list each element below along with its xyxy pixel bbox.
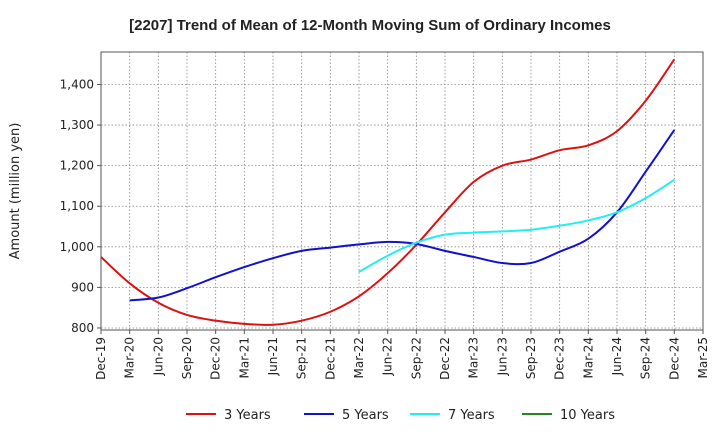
y-tick-label: 1,100 — [60, 199, 94, 213]
axes — [100, 51, 704, 331]
x-tick-label: Sep-23 — [524, 337, 538, 379]
x-tick-label: Sep-24 — [639, 337, 653, 379]
legend-label: 3 Years — [224, 408, 271, 423]
series-lines — [100, 58, 676, 326]
y-tick-label: 1,000 — [60, 240, 94, 254]
x-tick-label: Jun-21 — [266, 337, 280, 376]
x-tick-label: Jun-23 — [495, 337, 509, 376]
y-tick-labels: 800 900 1,000 1,100 1,200 1,300 1,400 — [60, 77, 101, 335]
x-tick-labels: Dec-19 Mar-20 Jun-20 Sep-20 Dec-20 Mar-21 Jun-… — [94, 330, 710, 380]
x-tick-label: Mar-21 — [237, 337, 251, 378]
plot-background — [101, 52, 703, 330]
plot-area — [101, 52, 703, 330]
x-tick-label: Mar-25 — [696, 337, 710, 378]
legend: 3 Years 5 Years 7 Years 10 Years — [186, 408, 615, 423]
x-tick-label: Jun-24 — [610, 337, 624, 376]
chart-title: [2207] Trend of Mean of 12-Month Moving … — [129, 17, 611, 34]
x-tick-label: Jun-20 — [151, 337, 165, 376]
legend-label: 10 Years — [560, 408, 615, 423]
y-axis-label: Amount (million yen) — [8, 123, 23, 260]
x-tick-label: Dec-20 — [209, 337, 223, 380]
x-tick-label: Sep-20 — [180, 337, 194, 379]
x-tick-label: Mar-20 — [123, 337, 137, 378]
series-line-3-years — [100, 58, 676, 326]
x-tick-label: Sep-22 — [409, 337, 423, 379]
x-tick-label: Mar-22 — [352, 337, 366, 378]
y-tick-label: 1,400 — [60, 77, 94, 91]
x-tick-label: Dec-21 — [323, 337, 337, 380]
y-tick-label: 1,300 — [60, 118, 94, 132]
legend-label: 7 Years — [448, 408, 495, 423]
x-tick-label: Mar-23 — [467, 337, 481, 378]
x-tick-label: Dec-23 — [553, 337, 567, 380]
series-line-7-years — [358, 178, 675, 273]
legend-label: 5 Years — [342, 408, 389, 423]
y-tick-label: 800 — [71, 321, 94, 335]
series-line-5-years — [129, 129, 676, 302]
x-tick-label: Mar-24 — [581, 337, 595, 378]
grid-lines — [100, 52, 704, 330]
y-tick-label: 900 — [71, 280, 94, 294]
x-tick-label: Sep-21 — [295, 337, 309, 379]
y-tick-label: 1,200 — [60, 159, 94, 173]
x-tick-label: Dec-24 — [667, 337, 681, 380]
x-tick-label: Dec-22 — [438, 337, 452, 380]
x-tick-label: Dec-19 — [94, 337, 108, 380]
x-tick-label: Jun-22 — [381, 337, 395, 376]
plot-frame — [100, 51, 704, 331]
